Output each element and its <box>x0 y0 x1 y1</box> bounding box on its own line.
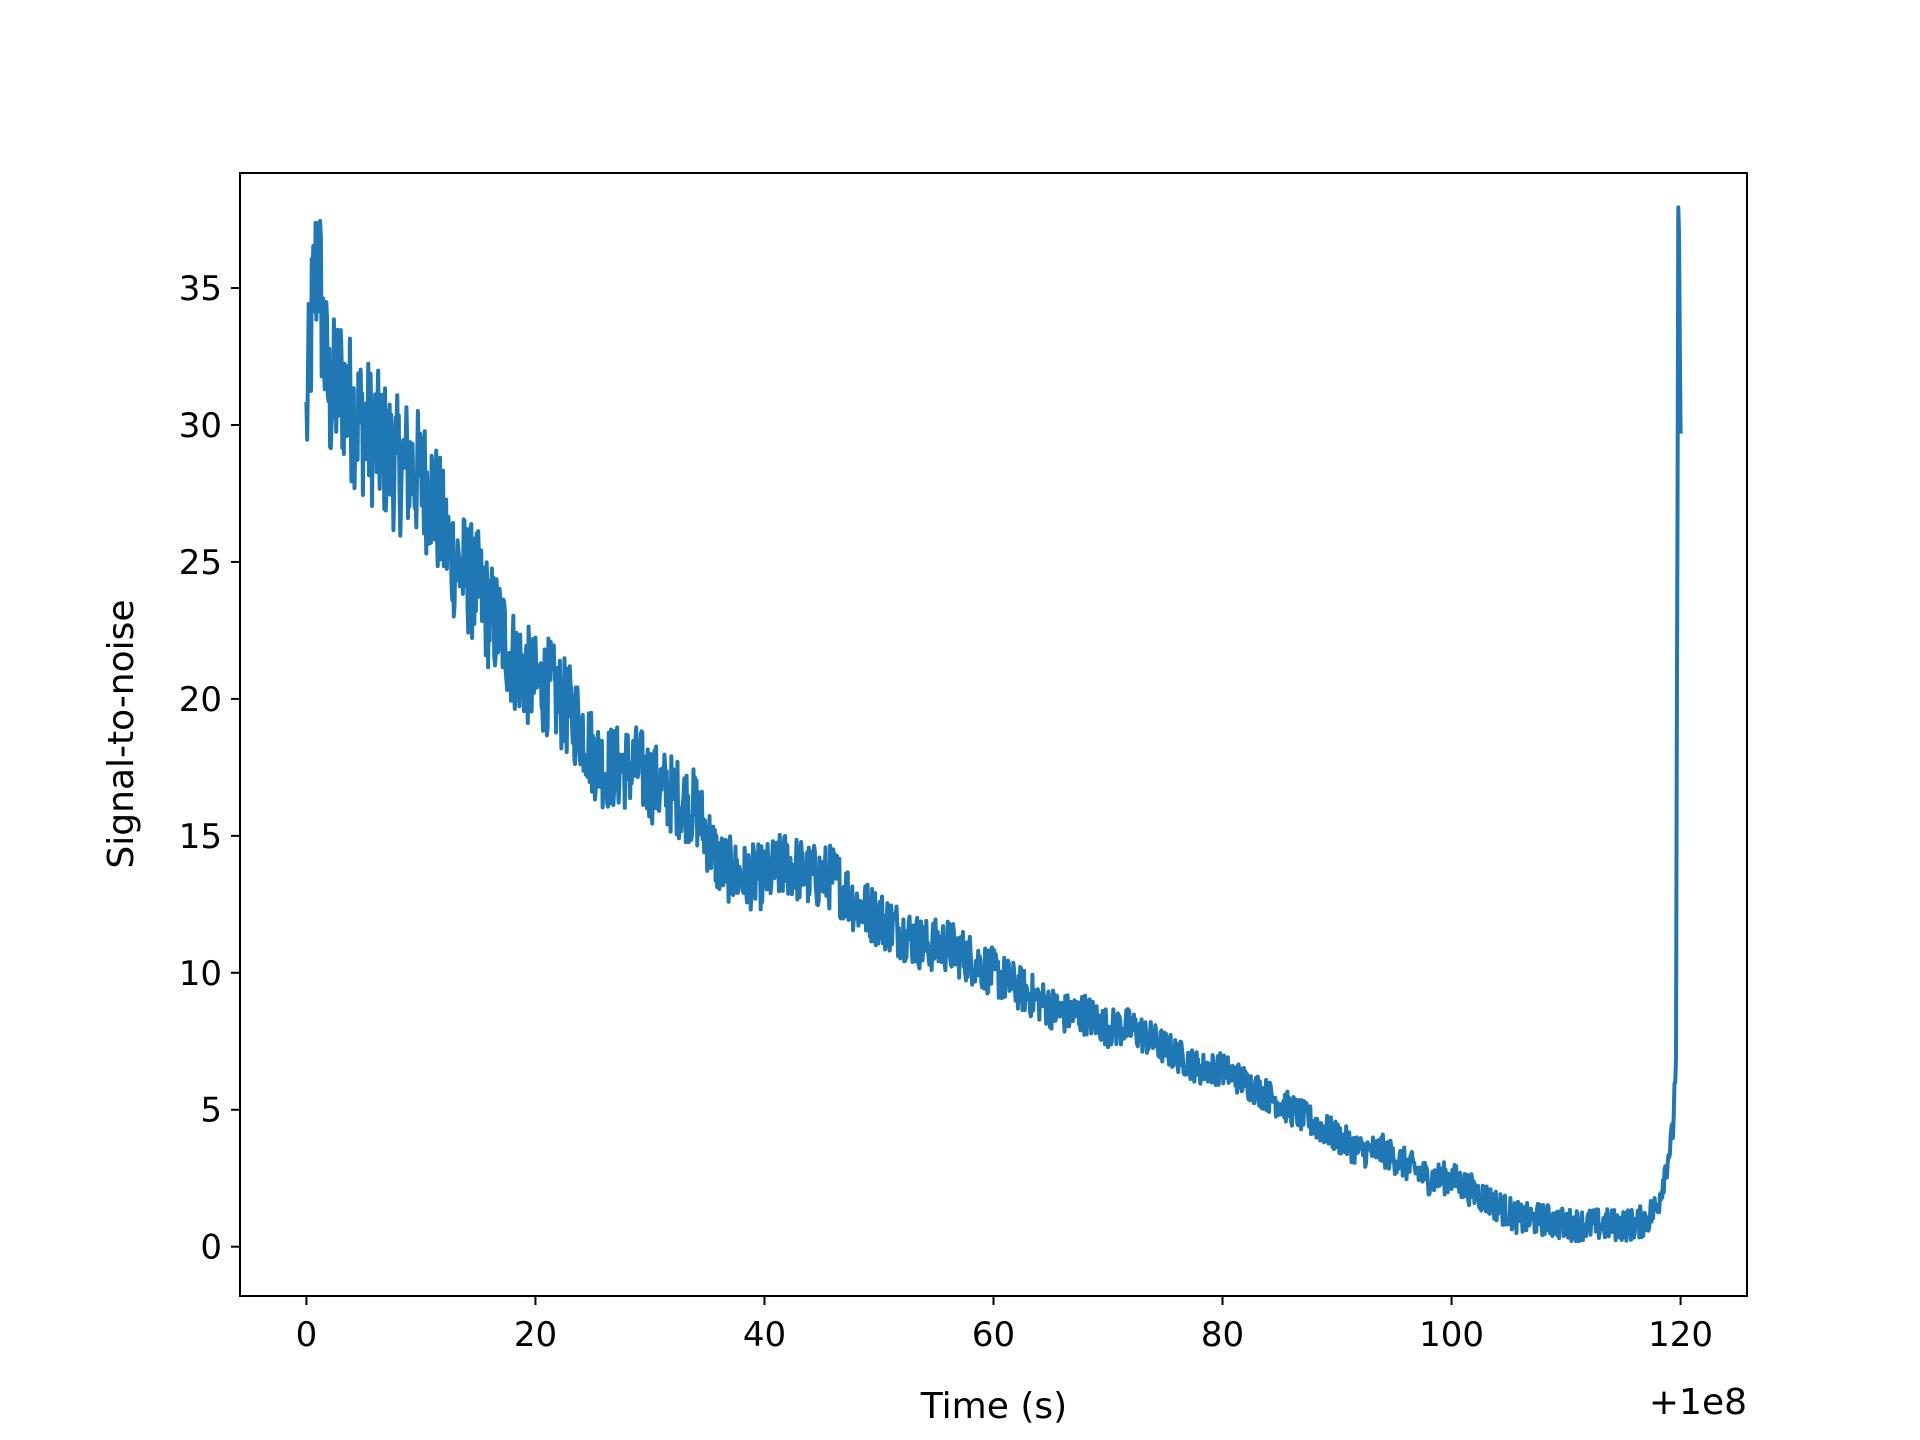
x-tick-label: 120 <box>1648 1315 1713 1355</box>
x-tick-label: 100 <box>1419 1315 1484 1355</box>
x-tick-label: 60 <box>972 1315 1015 1355</box>
y-axis-label: Signal-to-noise <box>101 599 142 868</box>
x-tick-label: 40 <box>743 1315 786 1355</box>
series-line <box>304 205 1683 1244</box>
plot-frame <box>239 172 1748 1297</box>
y-tick-label: 15 <box>179 817 222 857</box>
y-tick-label: 0 <box>200 1228 222 1268</box>
y-tick-label: 35 <box>179 269 222 309</box>
y-tick-label: 5 <box>200 1091 222 1131</box>
y-tick-label: 25 <box>179 543 222 583</box>
x-offset-label: +1e8 <box>1649 1382 1747 1423</box>
x-axis-label: Time (s) <box>920 1386 1067 1427</box>
x-tick-label: 80 <box>1201 1315 1244 1355</box>
y-tick-label: 10 <box>179 954 222 994</box>
y-tick-label: 30 <box>179 406 222 446</box>
x-tick-label: 0 <box>296 1315 318 1355</box>
y-tick-label: 20 <box>179 680 222 720</box>
x-tick-label: 20 <box>514 1315 557 1355</box>
